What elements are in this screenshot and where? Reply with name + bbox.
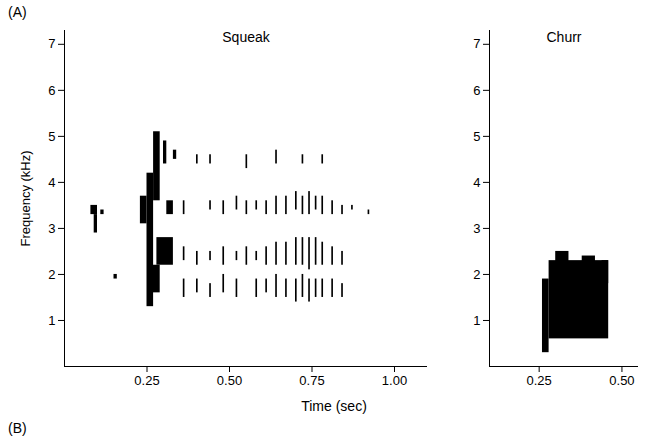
svg-text:1: 1 <box>473 313 480 328</box>
svg-text:6: 6 <box>48 82 55 97</box>
svg-text:4: 4 <box>473 175 480 190</box>
svg-text:7: 7 <box>48 36 55 51</box>
svg-text:7: 7 <box>473 36 480 51</box>
svg-text:Churr: Churr <box>546 29 581 45</box>
svg-text:2: 2 <box>473 267 480 282</box>
svg-text:0.25: 0.25 <box>134 373 159 388</box>
html-text:(A): (A) <box>8 4 27 20</box>
svg-text:Frequency (kHz): Frequency (kHz) <box>18 150 33 246</box>
svg-text:0.50: 0.50 <box>217 373 242 388</box>
svg-text:0.50: 0.50 <box>609 373 634 388</box>
svg-text:6: 6 <box>473 82 480 97</box>
svg-text:3: 3 <box>48 221 55 236</box>
svg-text:0.25: 0.25 <box>527 373 552 388</box>
svg-text:1.00: 1.00 <box>382 373 407 388</box>
svg-text:Squeak: Squeak <box>222 29 270 45</box>
svg-text:3: 3 <box>473 221 480 236</box>
svg-text:2: 2 <box>48 267 55 282</box>
svg-text:5: 5 <box>473 129 480 144</box>
html-text:(B): (B) <box>8 420 27 436</box>
svg-text:0.75: 0.75 <box>299 373 324 388</box>
svg-text:4: 4 <box>48 175 55 190</box>
html-text:Time (sec): Time (sec) <box>301 398 367 414</box>
svg-text:1: 1 <box>48 313 55 328</box>
svg-text:5: 5 <box>48 129 55 144</box>
